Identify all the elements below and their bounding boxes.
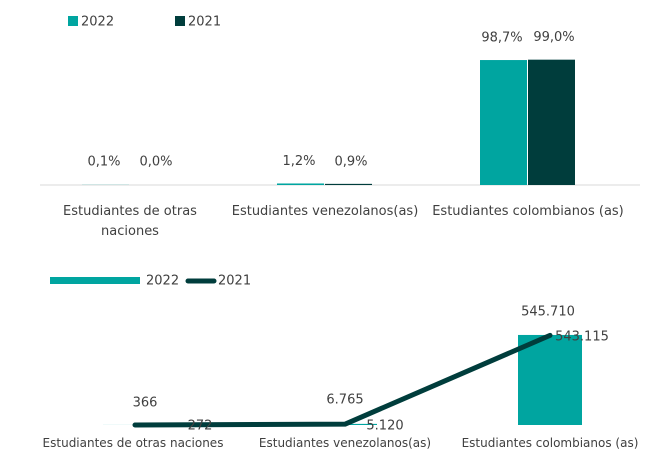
legend-label: 2022 [81,15,114,30]
value-label: 272 [188,419,213,434]
value-label: 99,0% [533,30,574,45]
x-tick-label: Estudiantes de otras naciones [63,204,197,239]
legend-swatch [175,16,185,26]
value-label: 0,0% [139,155,172,170]
x-tick-label: Estudiantes venezolanos(as) [258,436,432,450]
x-tick-label: Estudiantes venezolanos(as) [231,204,419,219]
value-label: 5.120 [366,419,403,434]
value-label: 0,9% [334,154,367,169]
x-tick-label: Estudiantes colombianos (as) [461,436,639,450]
value-label: 366 [133,396,158,411]
x-tick-label: Estudiantes colombianos (as) [432,204,624,219]
legend-swatch [50,277,140,284]
bar [518,334,582,425]
value-label: 545.710 [521,305,575,320]
legend-swatch [68,16,78,26]
bar [480,60,527,185]
bar [325,183,372,185]
line [132,332,553,428]
legend-label: 2021 [188,15,221,30]
bar [277,183,324,185]
value-label: 0,1% [87,155,120,170]
value-label: 98,7% [481,31,522,46]
bar [528,59,575,185]
legend-label: 2022 [146,274,179,289]
value-label: 6.765 [326,393,363,408]
value-label: 1,2% [282,154,315,169]
legend-label: 2021 [218,274,251,289]
value-label: 543.115 [555,330,609,345]
x-tick-label: Estudiantes de otras naciones [42,436,224,450]
